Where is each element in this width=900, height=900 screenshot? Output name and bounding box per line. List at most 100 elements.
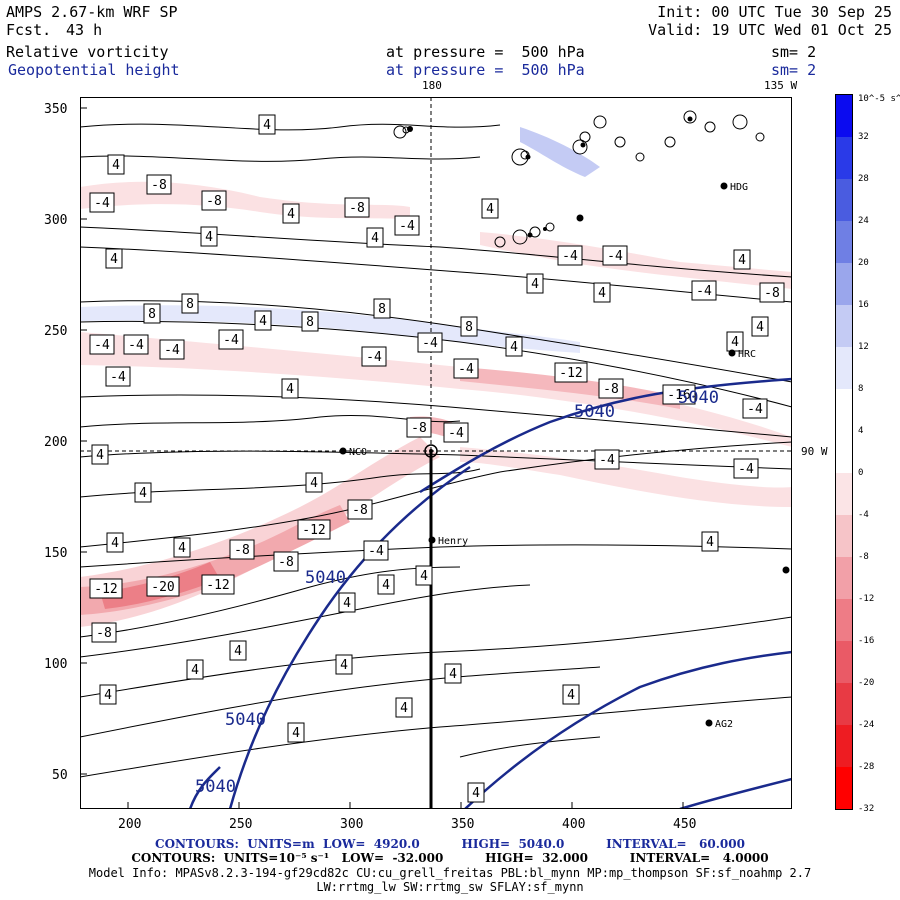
colorbar-tick-label: -8 (858, 552, 869, 562)
colorbar-swatch (836, 641, 852, 684)
smooth2-label: sm= 2 (771, 61, 817, 79)
vort-label: -12 (89, 578, 123, 599)
colorbar-swatch (836, 221, 852, 264)
vort-label: -12 (554, 362, 588, 383)
vort-label: -8 (146, 174, 172, 195)
vort-label: -8 (406, 417, 432, 438)
x-tick-label: 300 (340, 817, 364, 832)
svg-text:-4: -4 (94, 338, 110, 353)
svg-text:-12: -12 (94, 582, 117, 597)
vort-label: -4 (89, 192, 115, 213)
svg-text:-8: -8 (234, 543, 250, 558)
vort-label: 4 (562, 684, 580, 705)
x-tick-label: 250 (229, 817, 253, 832)
svg-text:4: 4 (510, 340, 518, 355)
height-label: 5040 (195, 777, 236, 797)
colorbar-swatch (836, 347, 852, 390)
model-title: AMPS 2.67-km WRF SP (6, 3, 178, 21)
colorbar-tick-label: 4 (858, 426, 864, 436)
svg-text:4: 4 (598, 286, 606, 301)
svg-text:4: 4 (263, 118, 271, 133)
station-hdg: HDG (720, 182, 748, 193)
footer-height-contours: CONTOURS: UNITS=m LOW= 4920.0 HIGH= 5040… (155, 837, 745, 851)
station-nco: NCO (339, 447, 367, 458)
vort-label: 4 (726, 331, 744, 352)
vort-label: 4 (593, 282, 611, 303)
colorbar-swatch (836, 767, 852, 810)
svg-text:-4: -4 (366, 350, 382, 365)
svg-text:-8: -8 (206, 194, 222, 209)
vort-label: -4 (443, 422, 469, 443)
colorbar-swatch (836, 557, 852, 600)
vort-label: -8 (201, 190, 227, 211)
vort-label: 8 (181, 293, 199, 314)
vort-label: 4 (701, 531, 719, 552)
vort-label: -20 (146, 576, 180, 597)
svg-text:-4: -4 (738, 462, 754, 477)
y-tick-label: 350 (44, 102, 68, 117)
svg-text:4: 4 (110, 252, 118, 267)
svg-text:4: 4 (531, 277, 539, 292)
axis-ticks (80, 107, 684, 809)
vort-label: 4 (305, 472, 323, 493)
x-tick-label: 200 (118, 817, 142, 832)
svg-text:4: 4 (382, 578, 390, 593)
footer-model-info: Model Info: MPASv8.2.3-194-gf29cd82c CU:… (88, 866, 812, 880)
vort-label: -4 (453, 358, 479, 379)
level2-label: at pressure = 500 hPa (386, 61, 585, 79)
svg-text:-4: -4 (562, 249, 578, 264)
station-hrc: HRC (728, 349, 756, 360)
colorbar-tick-label: -12 (858, 594, 875, 604)
colorbar-tick-label: 28 (858, 174, 869, 184)
svg-text:-8: -8 (349, 201, 365, 216)
colorbar-swatch (836, 683, 852, 726)
vort-label: 4 (254, 310, 272, 331)
svg-text:-8: -8 (96, 626, 112, 641)
vort-label: -4 (105, 366, 131, 387)
vort-label: 4 (751, 316, 769, 337)
vort-label: -8 (229, 539, 255, 560)
vort-label: 4 (229, 640, 247, 661)
vort-label: -8 (598, 378, 624, 399)
vort-label: -4 (417, 332, 443, 353)
colorbar-swatch (836, 95, 852, 138)
colorbar (835, 94, 853, 810)
colorbar-tick-label: -20 (858, 678, 875, 688)
reference-lines (80, 97, 792, 452)
init-time: Init: 00 UTC Tue 30 Sep 25 (657, 3, 892, 21)
vort-label: -8 (759, 282, 785, 303)
svg-text:4: 4 (292, 726, 300, 741)
x-tick-label: 450 (673, 817, 697, 832)
colorbar-tick-label: -28 (858, 762, 875, 772)
height-label: 5040 (574, 402, 615, 422)
colorbar-swatch (836, 725, 852, 768)
vort-label: 4 (526, 273, 544, 294)
svg-text:-4: -4 (448, 426, 464, 441)
vort-label: -4 (602, 245, 628, 266)
vort-label: 4 (200, 226, 218, 247)
station-layer: NCO Henry HDG HRC AG2 (339, 182, 790, 730)
colorbar-tick-label: -4 (858, 510, 869, 520)
svg-text:4: 4 (400, 701, 408, 716)
smooth1-label: sm= 2 (771, 43, 817, 61)
vort-label: -8 (91, 622, 117, 643)
height-label: 5040 (225, 710, 266, 730)
vort-label: 4 (481, 198, 499, 219)
vort-label: 4 (366, 227, 384, 248)
svg-text:-20: -20 (151, 580, 174, 595)
height-contours (188, 377, 792, 809)
y-tick-label: 150 (44, 546, 68, 561)
svg-text:8: 8 (378, 302, 386, 317)
colorbar-tick-label: -24 (858, 720, 875, 730)
vort-label: 4 (733, 249, 751, 270)
lon-top-label: 180 (422, 79, 442, 92)
svg-text:-4: -4 (747, 402, 763, 417)
svg-text:NCO: NCO (349, 447, 367, 458)
vort-label: 4 (258, 114, 276, 135)
svg-text:4: 4 (371, 231, 379, 246)
forecast-label: Fcst. (6, 21, 52, 39)
colorbar-swatch (836, 137, 852, 180)
svg-text:4: 4 (449, 667, 457, 682)
svg-text:4: 4 (111, 536, 119, 551)
lon-top-right-label: 135 W (764, 79, 798, 92)
